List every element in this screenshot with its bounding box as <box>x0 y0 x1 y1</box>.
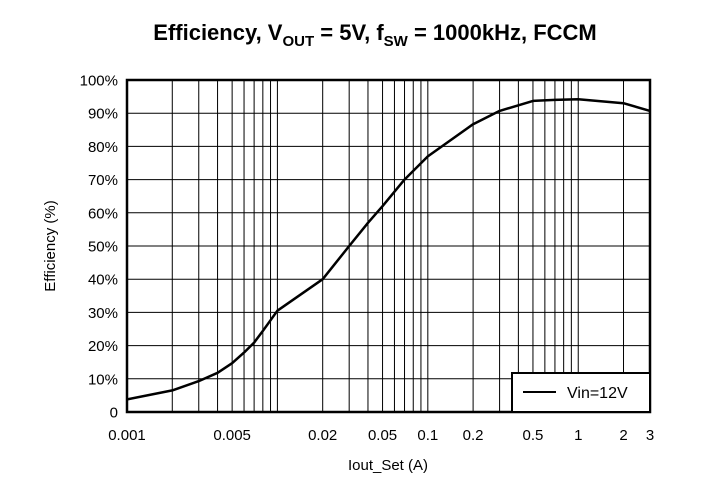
x-tick-label: 0.5 <box>523 427 544 444</box>
x-tick-label: 0.001 <box>108 427 146 444</box>
y-tick-label: 20% <box>88 338 118 355</box>
y-tick-label: 80% <box>88 139 118 156</box>
x-tick-labels: 0.001 0.005 0.02 0.05 0.1 0.2 0.5 1 2 3 <box>108 427 654 444</box>
y-tick-label: 90% <box>88 106 118 123</box>
y-tick-label: 60% <box>88 205 118 222</box>
y-tick-label: 50% <box>88 239 118 256</box>
x-tick-label: 0.005 <box>213 427 251 444</box>
chart-title: Efficiency, VOUT = 5V, fSW = 1000kHz, FC… <box>153 20 596 50</box>
x-tick-label: 3 <box>646 427 654 444</box>
series-line-vin-12v <box>126 98 651 401</box>
y-tick-label: 0 <box>110 405 118 422</box>
grid <box>127 80 650 412</box>
x-tick-label: 0.05 <box>368 427 397 444</box>
x-axis-label: Iout_Set (A) <box>348 457 428 474</box>
y-tick-label: 30% <box>88 305 118 322</box>
x-tick-label: 0.2 <box>463 427 484 444</box>
x-tick-label: 2 <box>619 427 627 444</box>
plot-frame <box>125 78 652 414</box>
y-tick-label: 100% <box>80 73 118 90</box>
x-tick-label: 1 <box>574 427 582 444</box>
y-tick-label: 10% <box>88 371 118 388</box>
y-tick-label: 70% <box>88 172 118 189</box>
series-group <box>126 98 651 401</box>
x-tick-label: 0.1 <box>417 427 438 444</box>
y-axis-label: Efficiency (%) <box>42 200 59 291</box>
x-tick-label: 0.02 <box>308 427 337 444</box>
legend: Vin=12V <box>511 372 651 413</box>
y-tick-label: 40% <box>88 272 118 289</box>
legend-label: Vin=12V <box>567 385 628 402</box>
y-tick-labels: 0 10% 20% 30% 40% 50% 60% 70% 80% 90% 100% <box>80 73 118 422</box>
